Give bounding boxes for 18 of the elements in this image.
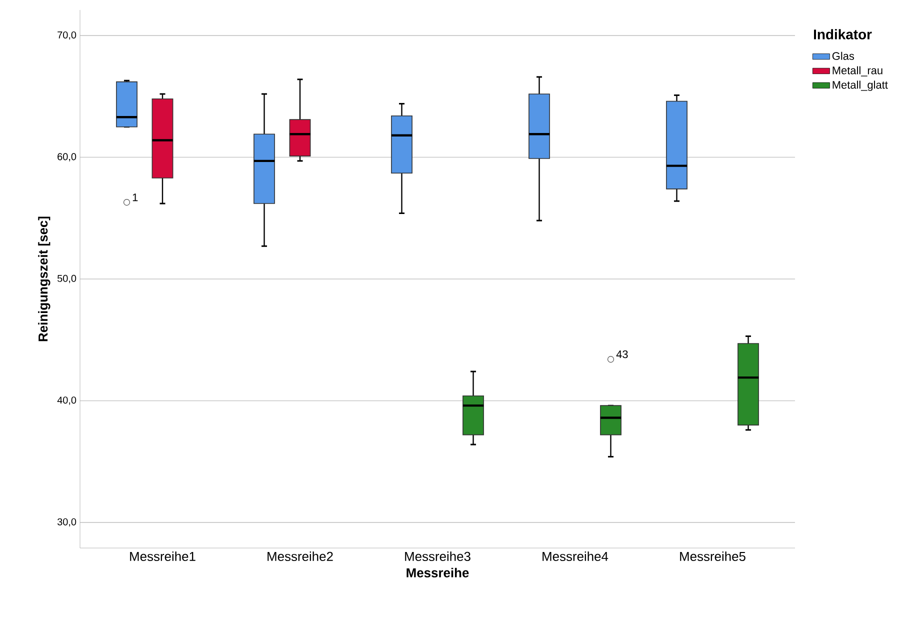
x-tick-label: Messreihe2: [268, 552, 333, 562]
legend-label: Metall_glatt: [832, 80, 888, 91]
x-axis-title: Messreihe: [406, 568, 469, 578]
legend-label: Metall_rau: [832, 66, 882, 76]
annotation: 1: [132, 194, 138, 202]
legend-title: Indikator: [814, 29, 872, 40]
x-tick-label: Messreihe1: [130, 552, 196, 562]
x-tick-label: Messreihe5: [680, 552, 746, 562]
x-tick-label: Messreihe3: [405, 552, 470, 562]
annotation: 43: [616, 350, 628, 358]
y-tick-label: 40,0: [57, 396, 76, 405]
y-tick-label: 70,0: [58, 31, 76, 40]
legend-label: Glas: [832, 52, 854, 60]
y-tick-label: 60,0: [58, 153, 76, 162]
x-tick-label: Messreihe4: [542, 552, 608, 562]
y-tick-label: 50,0: [57, 274, 76, 284]
y-axis-title: Reinigungszeit [sec]: [38, 216, 50, 342]
y-tick-label: 30,0: [57, 518, 76, 527]
